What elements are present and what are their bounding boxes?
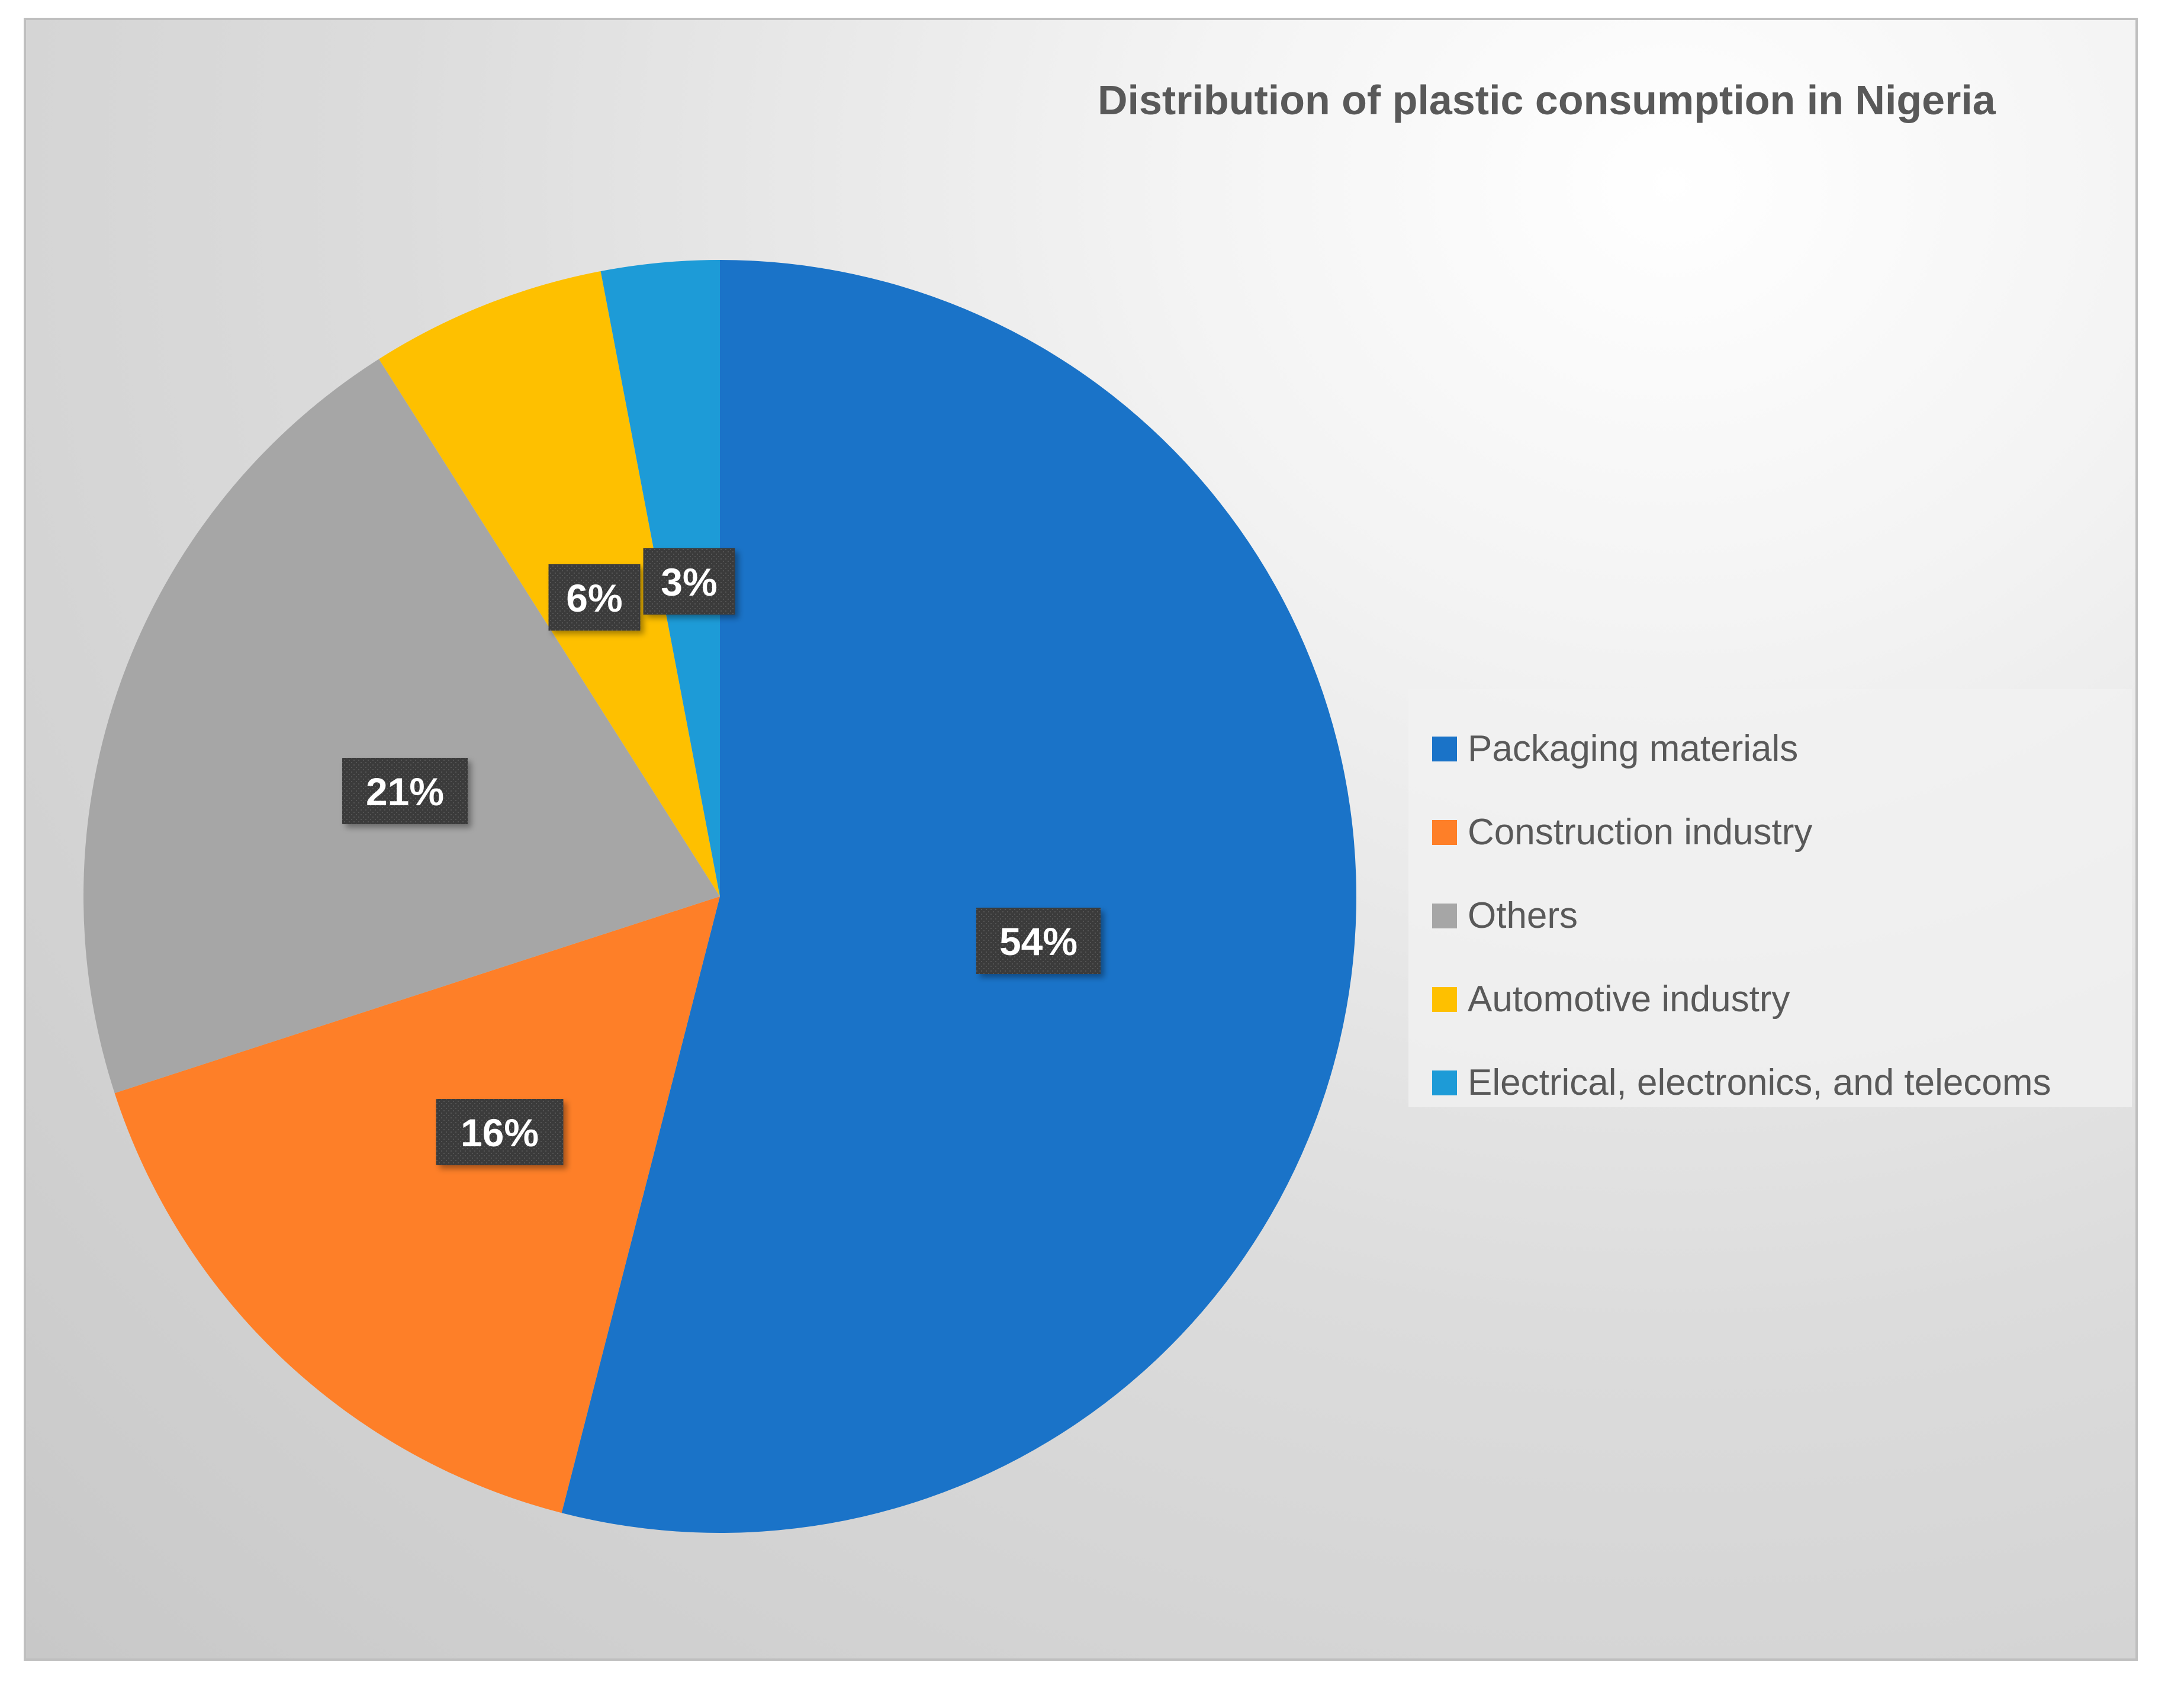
pie-chart: 54% 16% 21% 6% 3% (83, 260, 1356, 1533)
data-label-text: 16% (461, 1111, 539, 1155)
data-label-3: 21% (342, 758, 468, 824)
data-label-box (436, 1099, 564, 1165)
data-label-5: 3% (643, 548, 735, 615)
legend-swatch (1432, 1070, 1457, 1095)
legend: Packaging materials Construction industry… (1408, 689, 2132, 1107)
data-label-box (643, 548, 735, 615)
data-label-text: 54% (999, 920, 1077, 963)
data-label-box (548, 564, 641, 631)
data-label-box (342, 758, 468, 824)
pie-slice-2 (114, 896, 720, 1513)
legend-label: Electrical, electronics, and telecoms (1468, 1062, 2051, 1103)
data-label-2: 16% (436, 1099, 564, 1165)
pie-slice-1 (561, 260, 1356, 1533)
legend-label: Automotive industry (1468, 979, 1790, 1020)
data-label-text: 3% (661, 560, 717, 604)
legend-swatch (1432, 819, 1457, 845)
pie-slice-3 (83, 359, 721, 1094)
legend-label: Others (1468, 895, 1578, 936)
legend-swatch (1432, 736, 1457, 761)
legend-item: Packaging materials (1432, 707, 2132, 790)
data-label-1: 54% (976, 908, 1101, 974)
data-label-4: 6% (548, 564, 641, 631)
legend-item: Others (1432, 874, 2132, 957)
legend-item: Electrical, electronics, and telecoms (1432, 1041, 2132, 1124)
data-label-text: 6% (566, 576, 622, 620)
legend-swatch (1432, 986, 1457, 1012)
legend-item: Construction industry (1432, 790, 2132, 874)
chart-title: Distribution of plastic consumption in N… (1098, 77, 1996, 123)
data-label-text: 21% (366, 770, 444, 814)
chart-frame: Distribution of plastic consumption in N… (24, 18, 2138, 1661)
legend-label: Packaging materials (1468, 728, 1799, 769)
legend-item: Automotive industry (1432, 957, 2132, 1041)
legend-label: Construction industry (1468, 812, 1813, 853)
data-label-box (976, 908, 1101, 974)
legend-swatch (1432, 903, 1457, 928)
